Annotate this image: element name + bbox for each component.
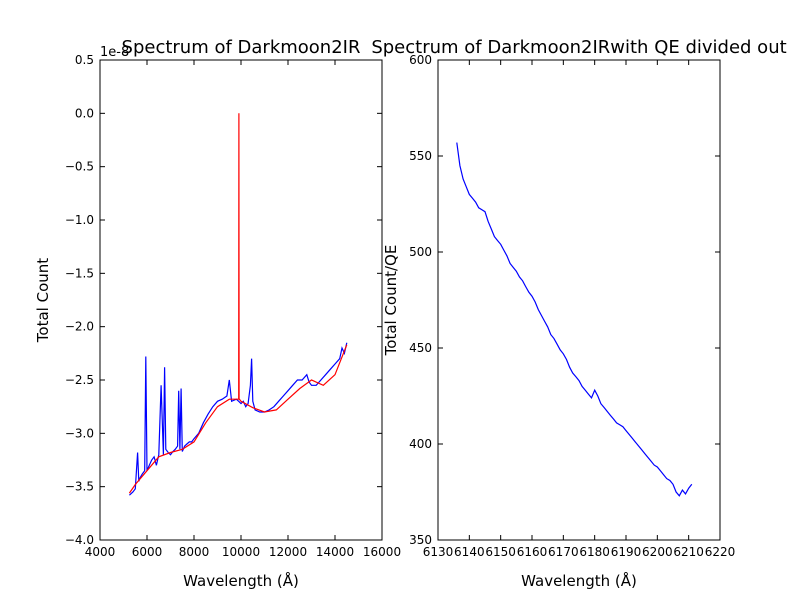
x-tick-label: 6140 xyxy=(454,545,485,559)
chart-title: Spectrum of Darkmoon2IR xyxy=(122,37,361,58)
x-tick-label: 14000 xyxy=(316,545,354,559)
y-axis-label: Total Count/QE xyxy=(382,245,400,357)
y-tick-label: 600 xyxy=(409,53,432,67)
x-tick-label: 6150 xyxy=(485,545,516,559)
y-tick-label: 0.5 xyxy=(75,53,94,67)
x-axis-label: Wavelength (Å) xyxy=(521,571,637,590)
y-tick-label: −3.0 xyxy=(65,426,94,440)
y-tick-label: −3.5 xyxy=(65,480,94,494)
x-tick-label: 16000 xyxy=(363,545,401,559)
y-tick-label: 550 xyxy=(409,149,432,163)
y-tick-label: 450 xyxy=(409,341,432,355)
plot-frame xyxy=(99,59,383,541)
x-tick-label: 6130 xyxy=(423,545,454,559)
y-tick-label: −4.0 xyxy=(65,533,94,547)
y-axis-label: Total Count xyxy=(34,258,52,343)
x-tick-label: 12000 xyxy=(269,545,307,559)
y-tick-label: −1.0 xyxy=(65,213,94,227)
series-line-0 xyxy=(128,342,348,496)
x-tick-label: 6210 xyxy=(673,545,704,559)
series-line-1 xyxy=(128,113,348,494)
y-tick-label: −0.5 xyxy=(65,160,94,174)
y-tick-label: 350 xyxy=(409,533,432,547)
x-tick-label: 10000 xyxy=(222,545,260,559)
chart-title: Spectrum of Darkmoon2IRwith QE divided o… xyxy=(371,37,786,58)
x-axis-label: Wavelength (Å) xyxy=(183,571,299,590)
y-tick-label: 500 xyxy=(409,245,432,259)
x-tick-label: 6000 xyxy=(132,545,163,559)
x-tick-label: 6160 xyxy=(517,545,548,559)
x-tick-label: 6170 xyxy=(548,545,579,559)
y-offset-label: 1e-8 xyxy=(100,45,129,60)
x-tick-label: 4000 xyxy=(85,545,116,559)
x-tick-label: 6190 xyxy=(611,545,642,559)
left-spectrum-panel: 4000 6000 8000 10000 12000 14000 16000 −4.0 −3.5… xyxy=(34,37,401,590)
x-tick-label: 6220 xyxy=(705,545,736,559)
y-tick-label: 0.0 xyxy=(75,106,94,120)
x-tick-label: 8000 xyxy=(179,545,210,559)
plot-frame xyxy=(437,59,721,541)
y-tick-label: −2.0 xyxy=(65,320,94,334)
series-line-0 xyxy=(456,142,693,497)
x-tick-label: 6200 xyxy=(642,545,673,559)
y-tick-label: −2.5 xyxy=(65,373,94,387)
y-tick-label: 400 xyxy=(409,437,432,451)
y-tick-label: −1.5 xyxy=(65,266,94,280)
x-tick-label: 6180 xyxy=(579,545,610,559)
right-qe-spectrum-panel: 6130 6140 6150 6160 6170 6180 6190 6200 6210 6220… xyxy=(371,37,786,590)
